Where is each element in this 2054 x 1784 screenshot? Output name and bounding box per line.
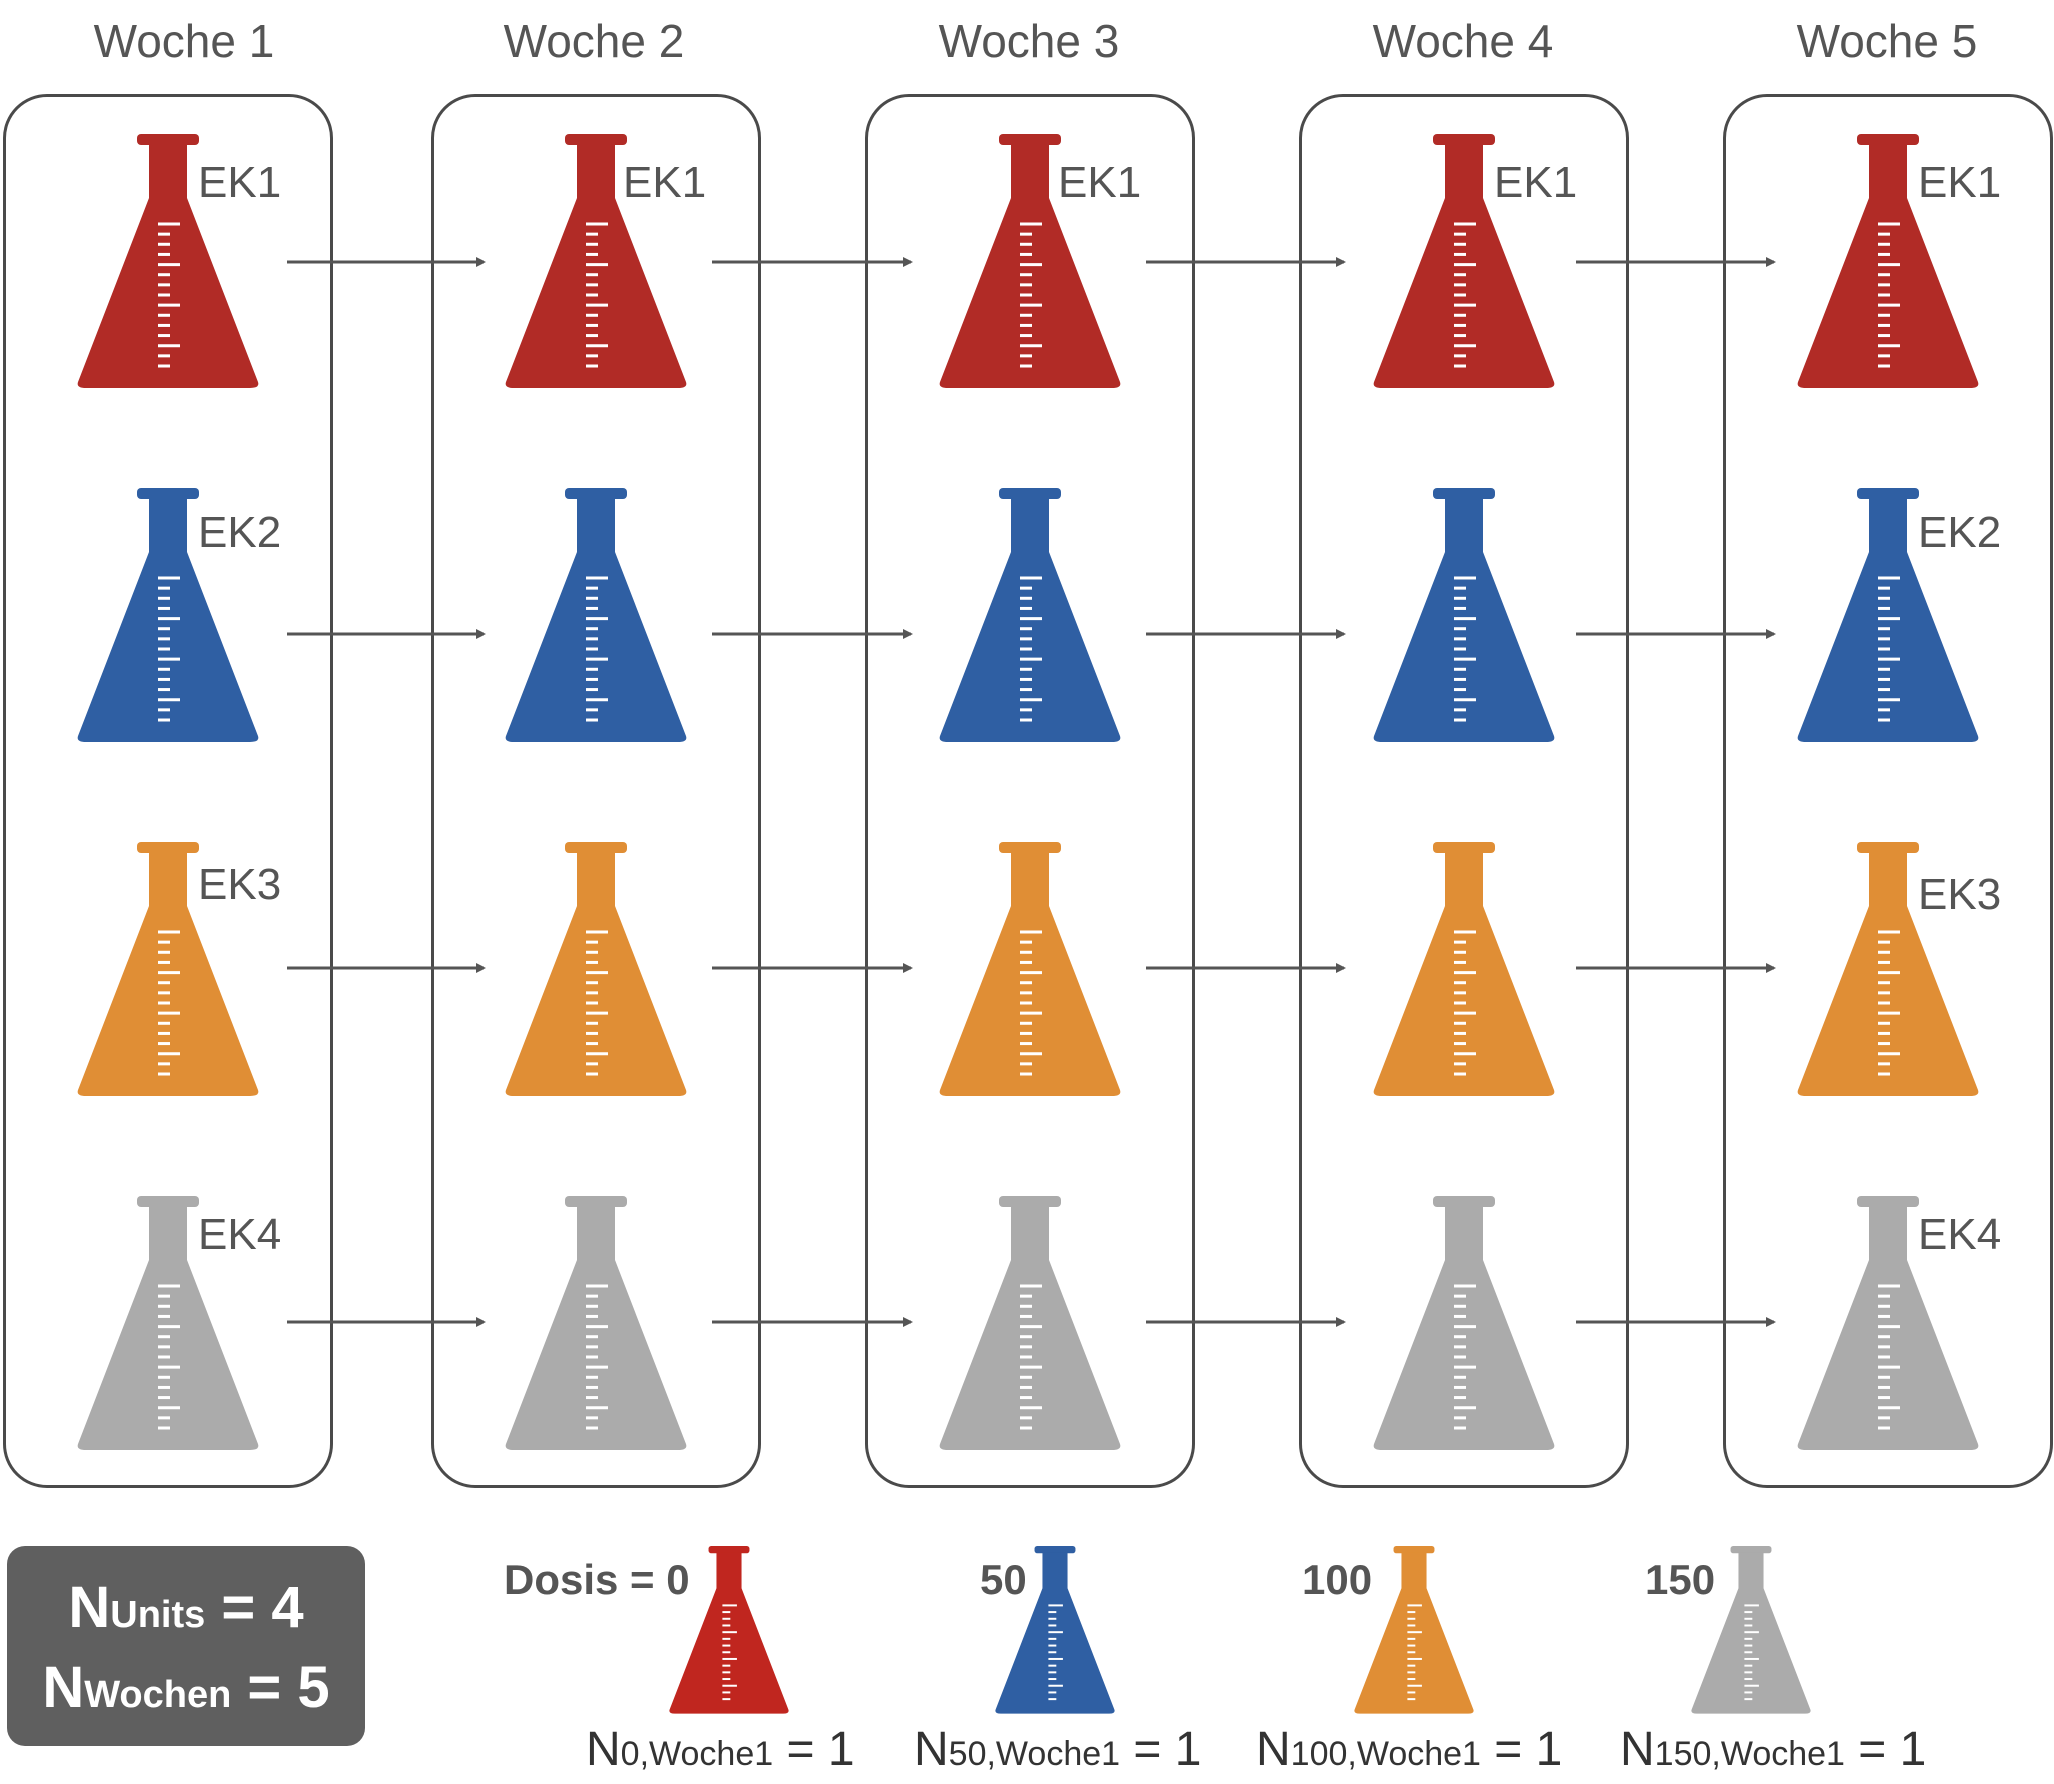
ek-label-week1-ek2: EK2	[198, 508, 282, 557]
flask-icon-week1-ek4	[77, 1196, 259, 1450]
flask-icon-week2-ek4	[505, 1196, 687, 1450]
flask-icon-week1-ek3	[77, 842, 259, 1096]
week-title-3: Woche 3	[938, 15, 1120, 67]
legend-dose-100: 100	[1302, 1556, 1373, 1603]
ek-label-week5-ek3: EK3	[1918, 870, 2002, 919]
flask-icon-week2-ek1	[505, 134, 687, 388]
flask-icon-week4-ek2	[1373, 488, 1555, 742]
ek-label-week5-ek1: EK1	[1918, 158, 2002, 207]
legend-count-100-suffix: = 1	[1480, 1723, 1563, 1776]
legend-flask-icon-3	[1354, 1546, 1474, 1714]
flask-icon-week3-ek3	[939, 842, 1121, 1096]
legend-count-50-prefix: N	[914, 1723, 949, 1776]
ek-label-week1-ek4: EK4	[198, 1210, 282, 1259]
week-title-1: Woche 1	[93, 15, 275, 67]
ek-label-week5-ek2: EK2	[1918, 508, 2002, 557]
summary-units: NUnits = 4	[7, 1574, 365, 1641]
legend-count-0-prefix: N	[586, 1723, 621, 1776]
summary-units-prefix: N	[68, 1575, 111, 1640]
flask-icon-week5-ek4	[1797, 1196, 1979, 1450]
legend-count-150-sub: 150,Woche1	[1654, 1735, 1845, 1773]
legend-count-0-sub: 0,Woche1	[620, 1735, 774, 1773]
legend-count-0-suffix: = 1	[773, 1723, 855, 1776]
ek-label-week3-ek1: EK1	[1058, 158, 1142, 207]
ek-label-week5-ek4: EK4	[1918, 1210, 2002, 1259]
summary-weeks-value: = 5	[231, 1655, 330, 1720]
legend-dose-0: Dosis = 0	[504, 1556, 690, 1603]
summary-weeks: NWochen = 5	[7, 1654, 365, 1721]
week-title-4: Woche 4	[1372, 15, 1554, 67]
legend-count-100-prefix: N	[1256, 1723, 1291, 1776]
summary-box: NUnits = 4 NWochen = 5	[7, 1546, 365, 1746]
flask-icon-week3-ek2	[939, 488, 1121, 742]
legend-count-150-prefix: N	[1620, 1723, 1655, 1776]
week-column-1	[3, 94, 333, 1488]
flask-icon-week4-ek1	[1373, 134, 1555, 388]
summary-units-sub: Units	[110, 1594, 206, 1636]
flask-icon-week5-ek1	[1797, 134, 1979, 388]
week-column-4	[1299, 94, 1629, 1488]
flask-icon-week2-ek3	[505, 842, 687, 1096]
week-column-3	[865, 94, 1195, 1488]
legend-count-0: N0,Woche1 = 1	[586, 1722, 855, 1777]
week-column-2	[431, 94, 761, 1488]
ek-label-week1-ek3: EK3	[198, 860, 282, 909]
flask-icon-week1-ek1	[77, 134, 259, 388]
summary-units-value: = 4	[205, 1575, 304, 1640]
ek-label-week2-ek1: EK1	[623, 158, 707, 207]
legend-count-50-sub: 50,Woche1	[948, 1735, 1121, 1773]
flask-icon-week3-ek1	[939, 134, 1121, 388]
week-title-5: Woche 5	[1796, 15, 1978, 67]
legend-count-50-suffix: = 1	[1120, 1723, 1202, 1776]
summary-weeks-prefix: N	[42, 1655, 85, 1720]
week-title-2: Woche 2	[503, 15, 685, 67]
legend-count-150-suffix: = 1	[1844, 1723, 1927, 1776]
flask-icon-week5-ek3	[1797, 842, 1979, 1096]
ek-label-week4-ek1: EK1	[1494, 158, 1578, 207]
legend-dose-150: 150	[1645, 1556, 1716, 1603]
legend-count-100-sub: 100,Woche1	[1290, 1735, 1481, 1773]
legend-flask-icon-1	[669, 1546, 789, 1714]
flask-icon-week3-ek4	[939, 1196, 1121, 1450]
legend-flask-icon-2	[995, 1546, 1115, 1714]
legend-flask-icon-4	[1691, 1546, 1811, 1714]
flask-icon-week2-ek2	[505, 488, 687, 742]
legend-count-100: N100,Woche1 = 1	[1256, 1722, 1562, 1777]
flask-icon-week5-ek2	[1797, 488, 1979, 742]
summary-weeks-sub: Wochen	[84, 1674, 232, 1716]
flask-icon-week4-ek4	[1373, 1196, 1555, 1450]
flask-icon-week1-ek2	[77, 488, 259, 742]
legend-dose-50: 50	[980, 1556, 1027, 1603]
legend-count-150: N150,Woche1 = 1	[1620, 1722, 1926, 1777]
legend-count-50: N50,Woche1 = 1	[914, 1722, 1201, 1777]
flask-icon-week4-ek3	[1373, 842, 1555, 1096]
ek-label-week1-ek1: EK1	[198, 158, 282, 207]
week-column-5	[1723, 94, 2053, 1488]
